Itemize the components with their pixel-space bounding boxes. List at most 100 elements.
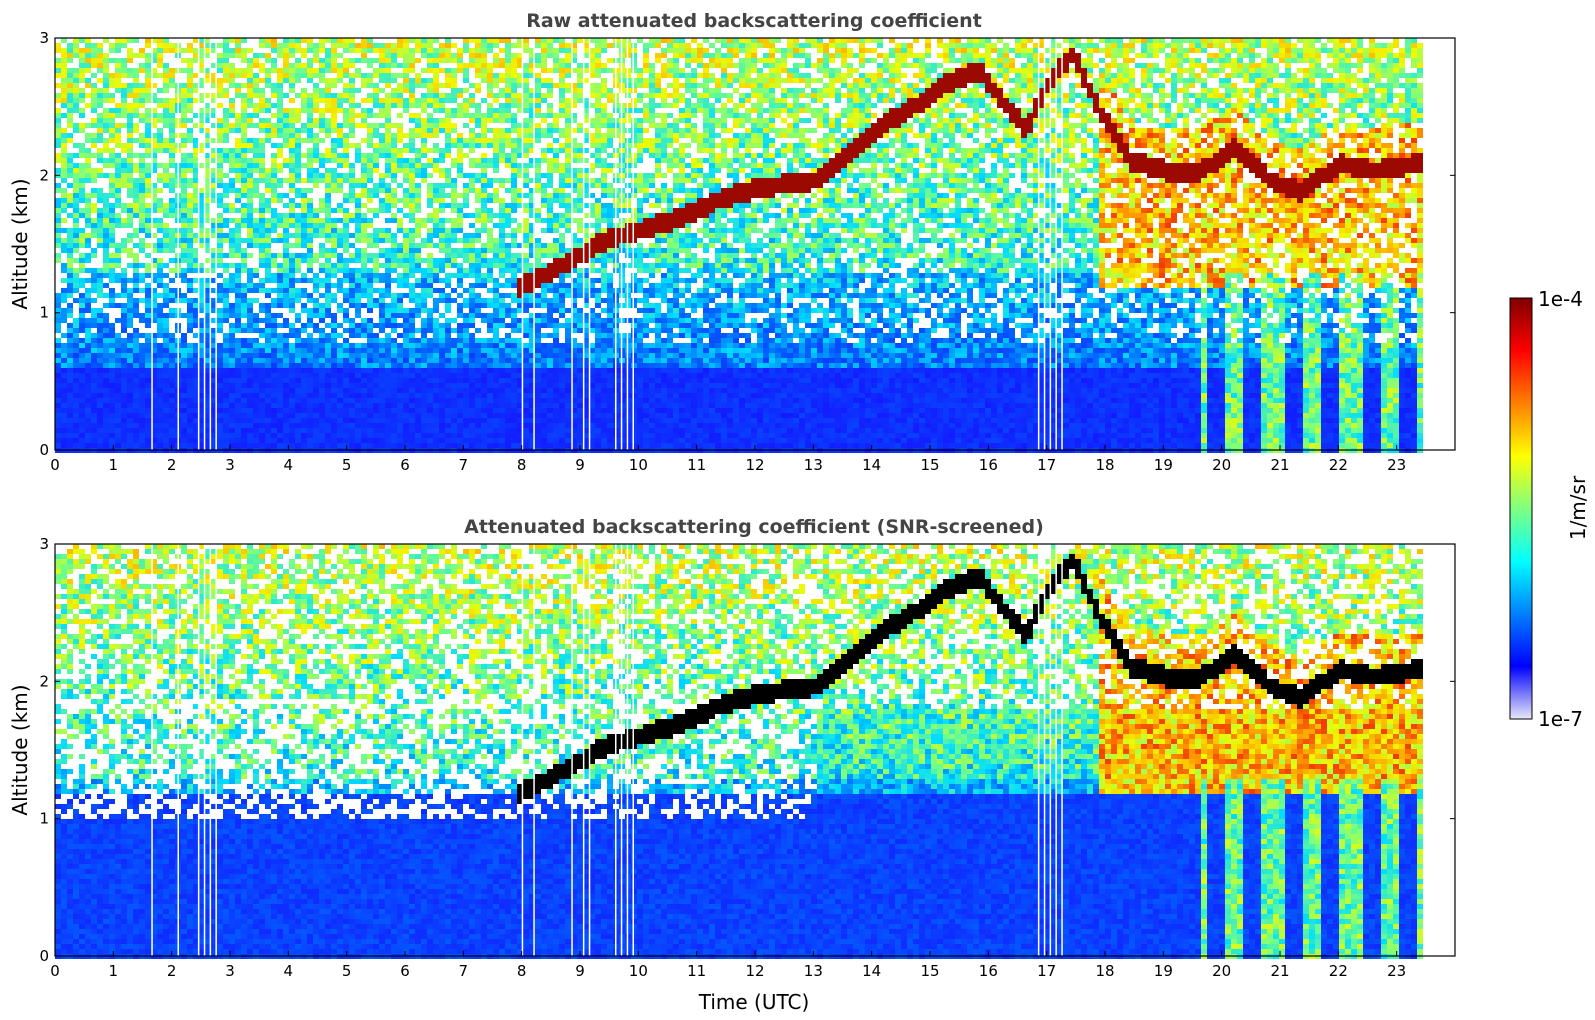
heatmap-cell: [103, 58, 109, 63]
heatmap-cell: [265, 328, 271, 333]
heatmap-cell: [265, 138, 271, 143]
heatmap-cell: [97, 443, 103, 448]
heatmap-cell: [289, 328, 295, 333]
heatmap-cell: [259, 443, 265, 448]
heatmap-cell: [139, 233, 145, 238]
heatmap-cell: [61, 38, 67, 43]
heatmap-cell: [67, 143, 73, 148]
heatmap-cell: [289, 248, 295, 253]
heatmap-cell: [103, 308, 109, 313]
heatmap-cell: [283, 38, 289, 43]
heatmap-cell: [85, 308, 91, 313]
heatmap-cell: [223, 43, 229, 48]
heatmap-cell: [97, 183, 103, 188]
raw-backscatter-panel: Raw attenuated backscattering coefficien…: [8, 10, 1455, 474]
heatmap-cell: [73, 203, 79, 208]
heatmap-cell: [121, 68, 127, 73]
heatmap-cell: [247, 393, 253, 398]
heatmap-cell: [61, 93, 67, 98]
heatmap-cell: [289, 413, 295, 418]
heatmap-cell: [169, 113, 175, 118]
heatmap-cell: [85, 83, 91, 88]
heatmap-cell: [253, 418, 259, 423]
heatmap-cell: [91, 263, 97, 268]
heatmap-cell: [169, 378, 175, 383]
heatmap-cell: [61, 183, 67, 188]
heatmap-cell: [217, 403, 223, 408]
heatmap-cell: [289, 68, 295, 73]
heatmap-cell: [265, 308, 271, 313]
heatmap-cell: [79, 398, 85, 403]
heatmap-cell: [61, 413, 67, 418]
heatmap-cell: [217, 203, 223, 208]
heatmap-cell: [121, 153, 127, 158]
heatmap-cell: [85, 158, 91, 163]
heatmap-cell: [181, 258, 187, 263]
heatmap-cell: [217, 173, 223, 178]
heatmap-cell: [229, 238, 235, 243]
heatmap-cell: [247, 253, 253, 258]
heatmap-cell: [61, 203, 67, 208]
heatmap-cell: [169, 323, 175, 328]
heatmap-cell: [109, 323, 115, 328]
heatmap-cell: [187, 308, 193, 313]
heatmap-cell: [235, 83, 241, 88]
heatmap-cell: [61, 228, 67, 233]
heatmap-cell: [259, 373, 265, 378]
heatmap-cell: [103, 283, 109, 288]
heatmap-cell: [289, 203, 295, 208]
heatmap-cell: [145, 233, 151, 238]
heatmap-cell: [241, 228, 247, 233]
heatmap-cell: [283, 128, 289, 133]
heatmap-cell: [157, 433, 163, 438]
heatmap-cell: [85, 273, 91, 278]
heatmap-cell: [109, 198, 115, 203]
heatmap-cell: [283, 338, 289, 343]
heatmap-cell: [61, 273, 67, 278]
heatmap-cell: [79, 88, 85, 93]
heatmap-cell: [67, 303, 73, 308]
heatmap-cell: [235, 218, 241, 223]
heatmap-cell: [217, 293, 223, 298]
heatmap-cell: [169, 83, 175, 88]
heatmap-cell: [235, 118, 241, 123]
heatmap-cell: [145, 43, 151, 48]
heatmap-cell: [295, 168, 301, 173]
heatmap-cell: [121, 88, 127, 93]
heatmap-cell: [289, 393, 295, 398]
heatmap-cell: [289, 353, 295, 358]
heatmap-cell: [91, 403, 97, 408]
heatmap-cell: [103, 163, 109, 168]
heatmap-cell: [133, 418, 139, 423]
heatmap-cell: [157, 193, 163, 198]
heatmap-cell: [259, 118, 265, 123]
heatmap-cell: [187, 78, 193, 83]
heatmap-cell: [295, 188, 301, 193]
heatmap-cell: [115, 443, 121, 448]
heatmap-cell: [259, 53, 265, 58]
heatmap-cell: [169, 228, 175, 233]
heatmap-cell: [85, 103, 91, 108]
heatmap-cell: [187, 253, 193, 258]
heatmap-cell: [79, 313, 85, 318]
heatmap-cell: [217, 178, 223, 183]
heatmap-cell: [115, 423, 121, 428]
heatmap-cell: [67, 153, 73, 158]
heatmap-cell: [283, 238, 289, 243]
heatmap-cell: [241, 218, 247, 223]
heatmap-cell: [271, 43, 277, 48]
heatmap-cell: [133, 323, 139, 328]
heatmap-cell: [223, 178, 229, 183]
heatmap-cell: [97, 193, 103, 198]
heatmap-cell: [277, 308, 283, 313]
heatmap-cell: [271, 73, 277, 78]
heatmap-cell: [145, 268, 151, 273]
heatmap-cell: [229, 343, 235, 348]
heatmap-cell: [73, 293, 79, 298]
heatmap-cell: [169, 93, 175, 98]
heatmap-cell: [109, 188, 115, 193]
heatmap-cell: [283, 158, 289, 163]
heatmap-cell: [121, 218, 127, 223]
heatmap-cell: [79, 378, 85, 383]
heatmap-cell: [61, 373, 67, 378]
